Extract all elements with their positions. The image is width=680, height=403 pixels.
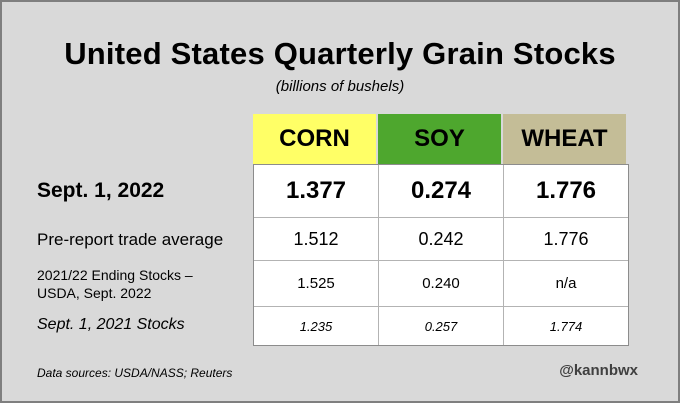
row-divider (254, 217, 628, 218)
row-label-sept-2022: Sept. 1, 2022 (37, 179, 165, 202)
author-handle: @kannbwx (559, 362, 638, 379)
cell-wheat-usda-ending: n/a (555, 275, 577, 292)
column-divider (378, 165, 379, 345)
column-divider (503, 165, 504, 345)
cell-corn-trade-average: 1.512 (293, 228, 339, 249)
column-header-corn: CORN (253, 114, 376, 164)
cell-wheat-sept-2022: 1.776 (535, 177, 597, 204)
row-divider (254, 260, 628, 261)
row-label-usda-ending-stocks: 2021/22 Ending Stocks – USDA, Sept. 2022 (37, 266, 252, 302)
row-label-line: USDA, Sept. 2022 (37, 285, 152, 301)
cell-corn-sept-2022: 1.377 (285, 177, 347, 204)
row-label-trade-average: Pre-report trade average (37, 230, 224, 249)
row-label-sept-2021: Sept. 1, 2021 Stocks (37, 316, 185, 333)
cell-soy-trade-average: 0.242 (418, 228, 464, 249)
column-header-soy: SOY (378, 114, 501, 164)
chart-title: United States Quarterly Grain Stocks (64, 36, 616, 71)
data-table: 1.377 0.274 1.776 1.512 0.242 1.776 1.52… (253, 164, 629, 346)
cell-corn-sept-2021: 1.235 (299, 318, 333, 334)
column-header-wheat: WHEAT (503, 114, 626, 164)
data-source-note: Data sources: USDA/NASS; Reuters (37, 366, 233, 380)
cell-corn-usda-ending: 1.525 (297, 275, 335, 292)
cell-soy-sept-2021: 0.257 (424, 318, 458, 334)
row-label-line: 2021/22 Ending Stocks – (37, 267, 193, 283)
cell-soy-usda-ending: 0.240 (422, 275, 460, 292)
chart-subtitle: (billions of bushels) (275, 78, 405, 95)
row-divider (254, 306, 628, 307)
cell-wheat-trade-average: 1.776 (543, 228, 589, 249)
cell-soy-sept-2022: 0.274 (410, 177, 472, 204)
cell-wheat-sept-2021: 1.774 (549, 318, 583, 334)
